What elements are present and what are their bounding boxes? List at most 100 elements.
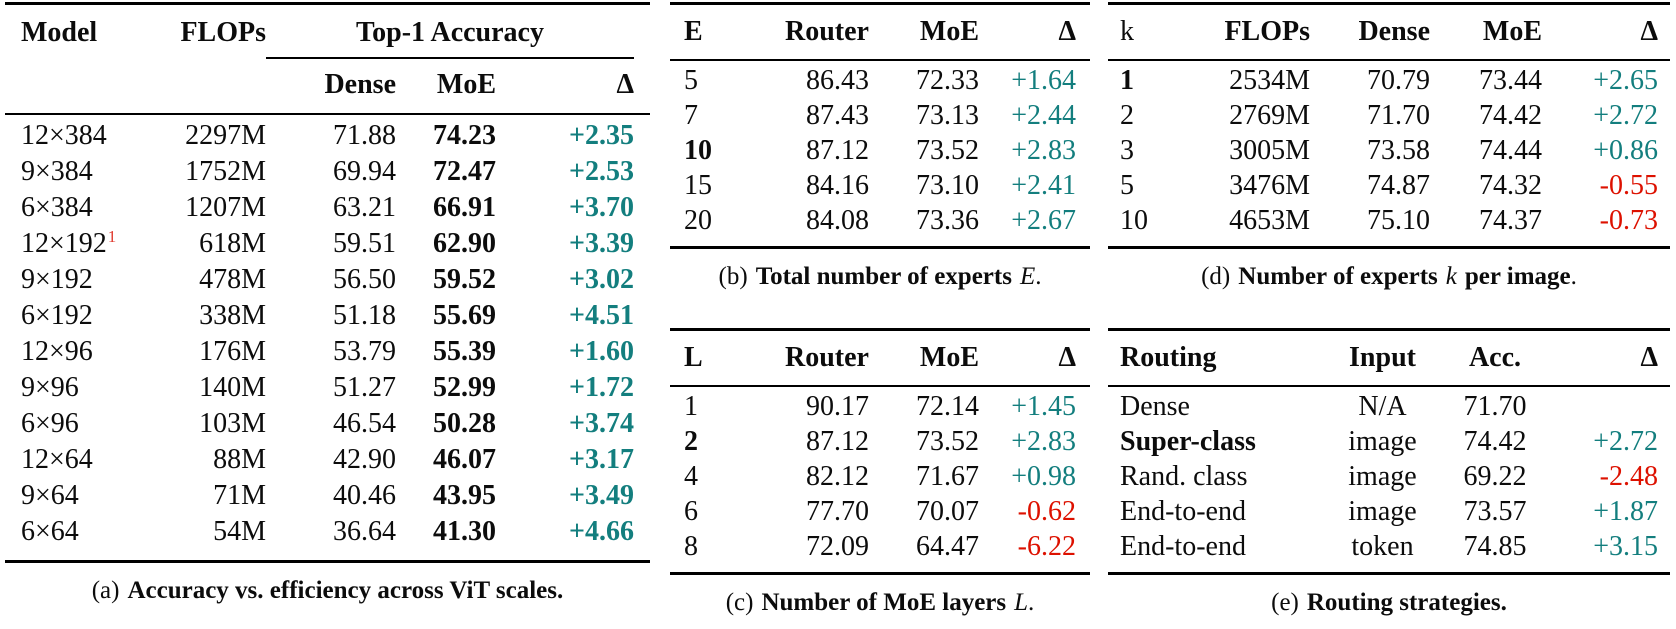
caption-c: (c) Number of MoE layers L.	[670, 587, 1090, 626]
table-a-toprule	[5, 2, 650, 5]
column-header-moe: MoE	[919, 342, 979, 373]
table-row: 10 4653M 75.10 74.37 -0.73	[1108, 203, 1670, 238]
table-c-toprule	[670, 328, 1090, 331]
caption-label: (d)	[1201, 263, 1231, 290]
caption-b: (b) Total number of experts E.	[670, 261, 1090, 300]
model-value: 6×384	[21, 192, 93, 223]
table-c: L Router MoE Δ 1 90.17 72.14 +1.45 2 87.…	[670, 328, 1090, 575]
cell-num-layers: 6	[684, 496, 698, 527]
cell-router: 87.43	[806, 100, 869, 131]
cell-flops: 2534M	[1229, 65, 1310, 96]
cell-delta: +1.72	[569, 372, 634, 403]
table-row: 10 87.12 73.52 +2.83	[670, 133, 1090, 168]
cell-moe: 71.67	[916, 461, 979, 492]
cell-model: 9×96	[21, 370, 161, 406]
table-d-body: 1 2534M 70.79 73.44 +2.65 2 2769M 71.70 …	[1108, 61, 1670, 246]
cell-flops: 103M	[199, 408, 266, 439]
cell-dense: 74.87	[1367, 170, 1430, 201]
cell-num-layers: 8	[684, 531, 698, 562]
column-header-k: k	[1120, 16, 1134, 47]
table-row: 2 2769M 71.70 74.42 +2.72	[1108, 98, 1670, 133]
cell-input: N/A	[1358, 391, 1407, 422]
cell-model: 6×384	[21, 190, 161, 226]
cell-flops: 618M	[199, 228, 266, 259]
cell-delta: +2.35	[569, 120, 634, 151]
cell-input: image	[1348, 426, 1417, 457]
cell-moe: 43.95	[433, 480, 496, 511]
caption-label: (c)	[725, 589, 754, 616]
cell-delta: +3.02	[569, 264, 634, 295]
column-header-delta: Δ	[1640, 342, 1658, 373]
table-c-body: 1 90.17 72.14 +1.45 2 87.12 73.52 +2.83 …	[670, 387, 1090, 572]
model-value: 12×192	[21, 228, 107, 259]
cell-router: 82.12	[806, 461, 869, 492]
cell-model: 12×64	[21, 442, 161, 478]
cell-accuracy: 73.57	[1463, 496, 1527, 527]
table-row: 9×64 71M 40.46 43.95 +3.49	[5, 478, 650, 514]
cell-model: 9×384	[21, 154, 161, 190]
caption-label: (b)	[718, 263, 748, 290]
header-spacer	[21, 59, 161, 113]
cell-k: 1	[1120, 65, 1134, 96]
cell-dense: 42.90	[333, 444, 396, 475]
cell-flops: 140M	[199, 372, 266, 403]
cell-dense: 51.27	[333, 372, 396, 403]
column-header-top1-accuracy: Top-1 Accuracy	[266, 5, 634, 59]
caption-text: Total number of experts	[755, 263, 1012, 290]
table-d-toprule	[1108, 2, 1670, 5]
cell-dense: 73.58	[1367, 135, 1430, 166]
cell-delta: +1.64	[1011, 65, 1076, 96]
cell-delta: +2.44	[1011, 100, 1076, 131]
cell-num-experts: 7	[684, 100, 698, 131]
table-row: 9×384 1752M 69.94 72.47 +2.53	[5, 154, 650, 190]
table-row: 12×1921 618M 59.51 62.90 +3.39	[5, 226, 650, 262]
table-b-body: 5 86.43 72.33 +1.64 7 87.43 73.13 +2.44 …	[670, 61, 1090, 246]
column-header-delta: Δ	[1058, 342, 1076, 373]
table-b-toprule	[670, 2, 1090, 5]
cell-k: 5	[1120, 170, 1134, 201]
caption-text: Number of experts	[1238, 263, 1438, 290]
cell-moe: 52.99	[433, 372, 496, 403]
caption-period: .	[1035, 263, 1042, 290]
column-header-delta: Δ	[1640, 16, 1658, 47]
caption-text: Accuracy vs. efficiency across ViT scale…	[127, 577, 564, 604]
table-row: 12×384 2297M 71.88 74.23 +2.35	[5, 118, 650, 154]
cell-delta: +2.72	[1593, 426, 1658, 457]
cell-num-layers: 1	[684, 391, 698, 422]
cell-router: 87.12	[806, 135, 869, 166]
cell-model: 9×192	[21, 262, 161, 298]
cell-delta: +1.45	[1011, 391, 1076, 422]
cell-dense: 46.54	[333, 408, 396, 439]
column-header-dense: Dense	[1358, 16, 1430, 47]
cell-k: 10	[1120, 205, 1148, 236]
column-header-router: Router	[785, 342, 869, 373]
column-header-routing: Routing	[1120, 342, 1217, 373]
cell-moe: 72.14	[916, 391, 979, 422]
cell-delta: +2.41	[1011, 170, 1076, 201]
model-value: 12×384	[21, 120, 107, 151]
model-value: 6×64	[21, 516, 79, 547]
cell-moe: 70.07	[916, 496, 979, 527]
cell-dense: 75.10	[1367, 205, 1430, 236]
cell-router: 84.08	[806, 205, 869, 236]
cell-flops: 3476M	[1229, 170, 1310, 201]
table-row: 2 87.12 73.52 +2.83	[670, 424, 1090, 459]
cell-moe: 73.52	[916, 135, 979, 166]
column-header-num-experts: E	[684, 16, 703, 47]
table-row: 7 87.43 73.13 +2.44	[670, 98, 1090, 133]
cell-flops: 1752M	[185, 156, 266, 187]
table-c-midrule	[670, 385, 1090, 387]
cell-delta: -0.55	[1599, 170, 1658, 201]
table-row: 8 72.09 64.47 -6.22	[670, 529, 1090, 564]
caption-text: Routing strategies.	[1306, 589, 1507, 616]
cell-delta: +3.74	[569, 408, 634, 439]
table-c-bottomrule	[670, 572, 1090, 575]
caption-d: (d) Number of experts k per image.	[1108, 261, 1670, 300]
cell-moe: 50.28	[433, 408, 496, 439]
model-value: 9×384	[21, 156, 93, 187]
column-header-delta: Δ	[1058, 16, 1076, 47]
cell-dense: 71.88	[333, 120, 396, 151]
table-row: 15 84.16 73.10 +2.41	[670, 168, 1090, 203]
cell-delta: +4.66	[569, 516, 634, 547]
cell-model: 9×64	[21, 478, 161, 514]
